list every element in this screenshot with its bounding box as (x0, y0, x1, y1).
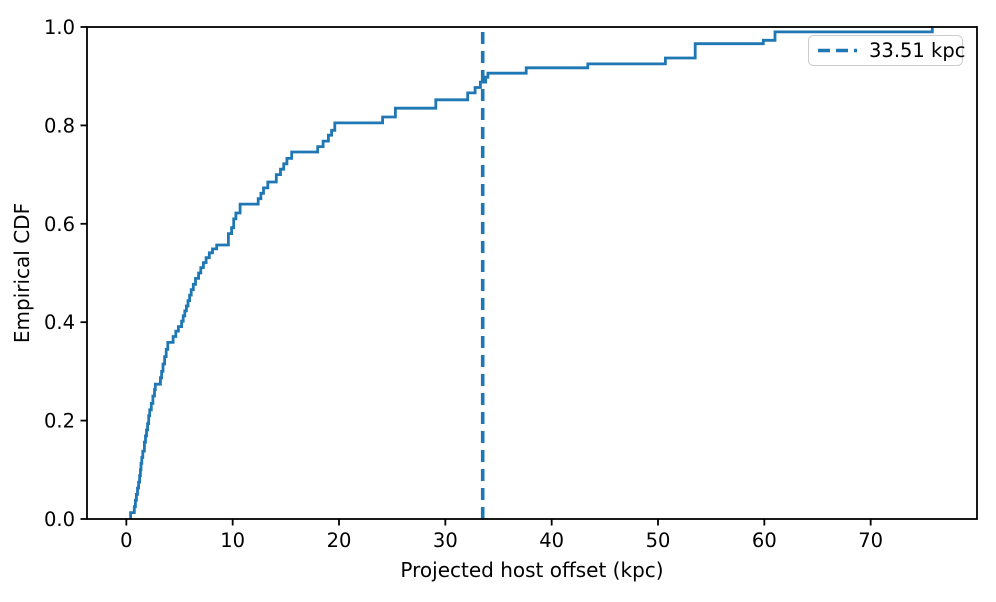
x-tick-label: 20 (327, 529, 352, 552)
y-tick-label: 0.2 (44, 410, 75, 433)
legend: 33.51 kpc (808, 35, 965, 66)
x-tick-label: 70 (858, 529, 883, 552)
x-tick-label: 40 (539, 529, 564, 552)
y-tick-label: 1.0 (44, 16, 75, 39)
y-tick-label: 0.4 (44, 311, 75, 334)
x-tick-label: 50 (646, 529, 671, 552)
y-tick-label: 0.8 (44, 114, 75, 137)
x-tick-label: 30 (433, 529, 458, 552)
legend-label: 33.51 kpc (869, 39, 965, 62)
x-axis-label: Projected host offset (kpc) (400, 558, 663, 582)
legend-box (808, 35, 963, 66)
y-tick-label: 0.0 (44, 508, 75, 531)
y-axis-ticks: 0.0 0.2 0.4 0.6 0.8 1.0 (44, 16, 87, 531)
ecdf-step-curve (129, 27, 934, 519)
plot-border (86, 26, 978, 520)
y-axis-label: Empirical CDF (10, 203, 34, 343)
x-axis-ticks: 0 10 20 30 40 50 60 70 (120, 519, 883, 552)
y-tick-label: 0.6 (44, 213, 75, 236)
x-tick-label: 10 (220, 529, 245, 552)
x-tick-label: 0 (120, 529, 132, 552)
x-tick-label: 60 (752, 529, 777, 552)
